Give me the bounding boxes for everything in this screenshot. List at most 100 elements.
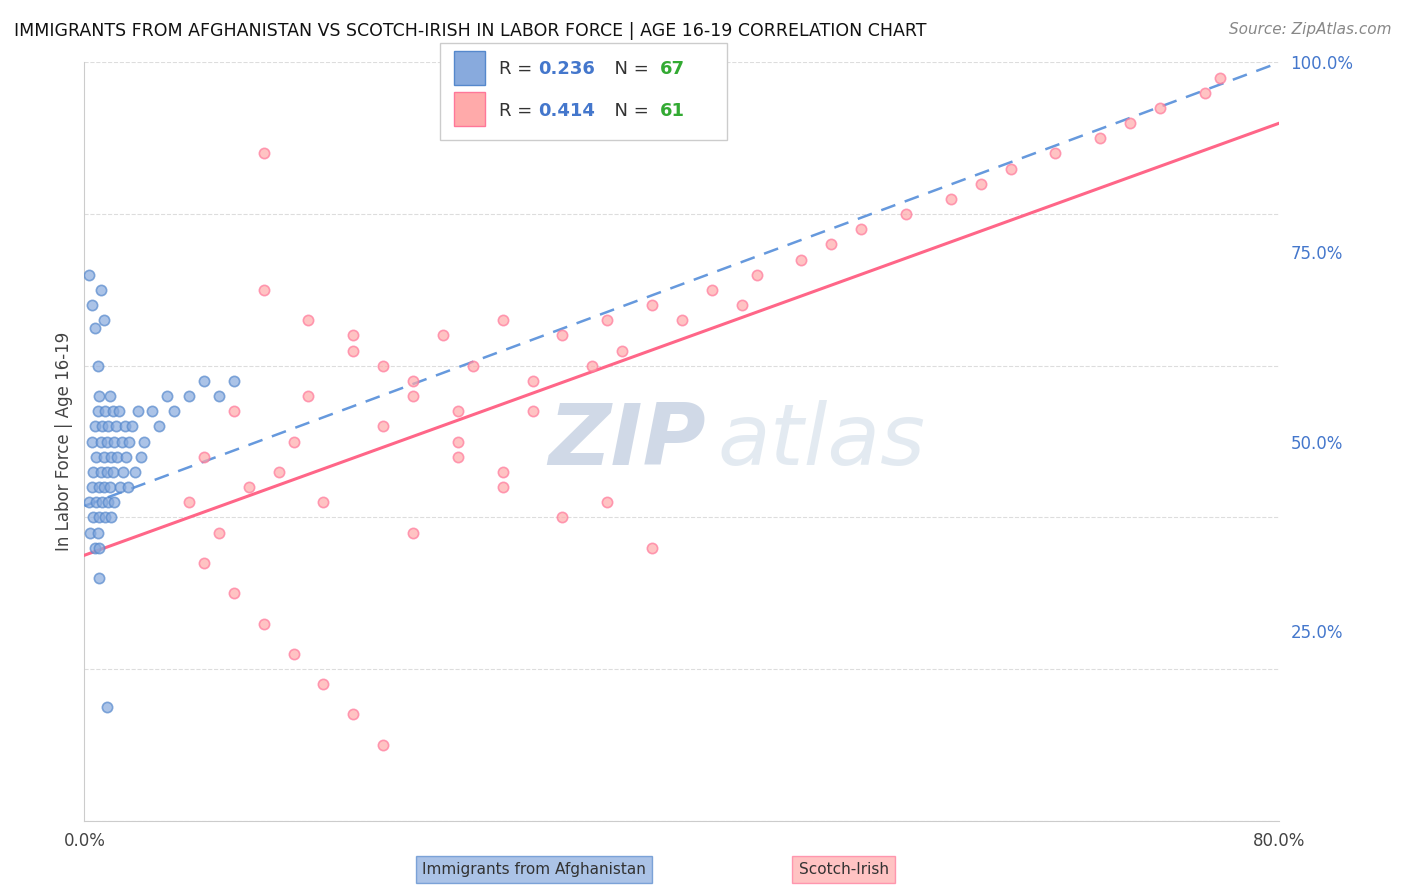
Point: [551, 510, 574, 524]
Point: [80, 480, 103, 494]
Point: [283, 647, 305, 661]
Point: [312, 495, 335, 509]
Point: [117, 480, 139, 494]
Point: [297, 313, 319, 327]
Point: [89, 510, 111, 524]
Point: [297, 389, 319, 403]
Point: [87, 359, 110, 373]
Point: [115, 450, 138, 464]
Text: Source: ZipAtlas.com: Source: ZipAtlas.com: [1229, 22, 1392, 37]
Point: [447, 434, 470, 449]
Point: [432, 328, 454, 343]
Point: [581, 359, 603, 373]
Point: [89, 480, 111, 494]
Text: Immigrants from Afghanistan: Immigrants from Afghanistan: [422, 863, 647, 877]
Point: [1090, 131, 1112, 145]
Point: [101, 465, 124, 479]
Point: [114, 419, 136, 434]
Point: [222, 404, 245, 418]
Point: [939, 192, 962, 206]
Point: [342, 343, 364, 358]
Point: [745, 268, 768, 282]
Point: [970, 177, 993, 191]
Point: [112, 465, 135, 479]
Point: [596, 313, 619, 327]
Point: [132, 434, 156, 449]
Text: ZIP: ZIP: [548, 400, 706, 483]
Point: [101, 404, 124, 418]
Point: [90, 283, 112, 297]
Point: [1119, 116, 1142, 130]
Point: [402, 389, 425, 403]
Point: [82, 510, 104, 524]
Text: atlas: atlas: [718, 400, 925, 483]
Point: [86, 450, 108, 464]
Point: [91, 419, 114, 434]
Point: [641, 298, 664, 312]
Point: [402, 374, 425, 388]
Point: [100, 450, 122, 464]
Point: [87, 404, 110, 418]
Point: [111, 434, 134, 449]
Point: [141, 404, 163, 418]
Point: [342, 707, 364, 722]
Point: [104, 419, 127, 434]
Point: [1000, 161, 1022, 176]
Point: [312, 677, 335, 691]
Point: [894, 207, 917, 221]
Point: [77, 268, 100, 282]
Point: [98, 480, 121, 494]
Point: [83, 541, 105, 555]
Point: [100, 510, 122, 524]
Point: [342, 328, 364, 343]
Text: 0.236: 0.236: [538, 61, 595, 78]
Point: [193, 450, 215, 464]
Point: [83, 419, 105, 434]
Point: [522, 404, 544, 418]
Point: [492, 480, 515, 494]
Point: [89, 571, 111, 585]
Point: [94, 404, 117, 418]
Point: [80, 434, 103, 449]
Text: R =: R =: [499, 61, 538, 78]
Text: N =: N =: [603, 102, 655, 120]
Point: [700, 283, 723, 297]
Point: [87, 525, 110, 540]
Point: [89, 541, 111, 555]
Point: [373, 738, 395, 752]
Point: [267, 465, 290, 479]
Point: [208, 525, 231, 540]
Point: [492, 313, 515, 327]
Point: [373, 419, 395, 434]
Point: [107, 404, 129, 418]
Point: [93, 313, 115, 327]
Point: [89, 389, 111, 403]
Point: [148, 419, 170, 434]
Point: [1209, 70, 1232, 85]
Point: [790, 252, 813, 267]
Point: [551, 328, 574, 343]
Point: [253, 616, 276, 631]
Point: [373, 359, 395, 373]
Point: [96, 699, 118, 714]
Text: 0.414: 0.414: [538, 102, 595, 120]
Point: [612, 343, 634, 358]
Point: [253, 146, 276, 161]
Point: [851, 222, 873, 236]
Point: [96, 465, 118, 479]
Point: [731, 298, 754, 312]
Point: [155, 389, 177, 403]
Point: [86, 495, 108, 509]
Point: [447, 404, 470, 418]
Text: 61: 61: [659, 102, 685, 120]
Point: [94, 510, 117, 524]
Point: [124, 465, 146, 479]
Text: R =: R =: [499, 102, 538, 120]
Point: [97, 495, 120, 509]
Text: 67: 67: [659, 61, 685, 78]
Point: [103, 434, 125, 449]
Point: [522, 374, 544, 388]
Point: [96, 434, 118, 449]
Point: [1045, 146, 1067, 161]
Point: [163, 404, 186, 418]
